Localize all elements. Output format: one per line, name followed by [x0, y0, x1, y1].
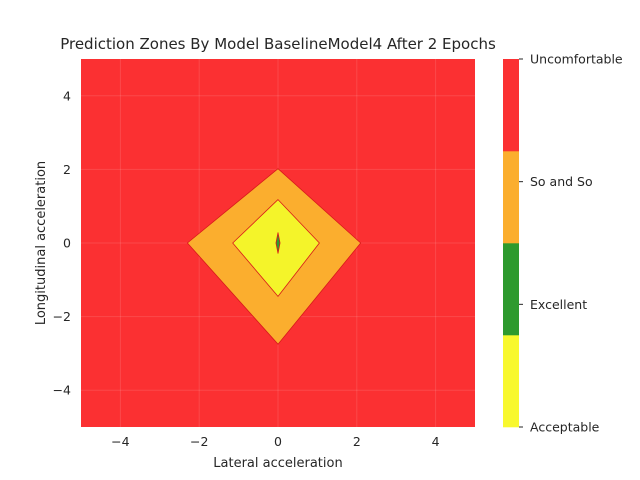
y-tick-label: 2: [63, 162, 71, 177]
y-tick-label: −2: [53, 309, 71, 324]
x-axis-ticks: −4 −2 0 2 4: [111, 434, 439, 449]
y-axis-ticks: −4 −2 0 2 4: [53, 88, 71, 397]
x-axis-label: Lateral acceleration: [213, 456, 342, 471]
colorbar: Acceptable Excellent So and So Uncomfortabl…: [503, 52, 623, 435]
colorbar-label: Acceptable: [530, 420, 600, 435]
x-tick-label: 0: [274, 434, 282, 449]
zone-acceptable: [232, 199, 320, 297]
y-tick-label: 4: [63, 88, 71, 103]
colorbar-label: Uncomfortable: [530, 52, 623, 67]
zone-excellent: [275, 232, 281, 254]
colorbar-segment: [503, 243, 519, 336]
x-tick-label: −4: [111, 434, 129, 449]
colorbar-segment: [503, 59, 519, 152]
y-tick-label: 0: [63, 236, 71, 251]
x-tick-label: −2: [190, 434, 208, 449]
plot-area: [81, 59, 475, 427]
colorbar-label: Excellent: [530, 297, 587, 312]
x-tick-label: 2: [353, 434, 361, 449]
colorbar-label: So and So: [530, 174, 593, 189]
colorbar-segment: [503, 151, 519, 244]
x-tick-label: 4: [432, 434, 440, 449]
colorbar-segment: [503, 335, 519, 428]
chart-title: Prediction Zones By Model BaselineModel4…: [60, 35, 496, 53]
y-axis-label: Longitudinal acceleration: [34, 161, 49, 325]
y-tick-label: −4: [53, 383, 71, 398]
